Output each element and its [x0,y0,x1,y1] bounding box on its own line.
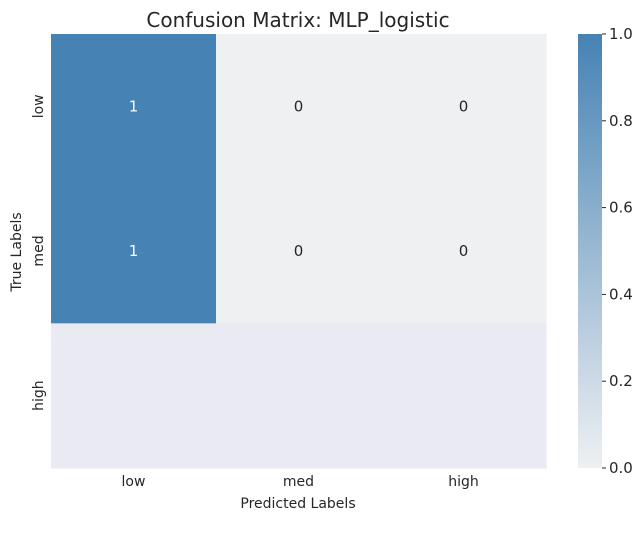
x-tick-label: low [122,474,146,490]
cell-value-label: 0 [294,97,304,115]
colorbar [578,34,602,468]
colorbar-tick-label: 0.8 [609,112,633,130]
y-tick-label: med [31,235,47,266]
chart-title: Confusion Matrix: MLP_logistic [146,8,449,32]
colorbar-tick-label: 1.0 [609,25,633,43]
heatmap-cell-labels: 1 0 0 1 0 0 [129,97,469,260]
heatmap-cell [381,34,547,180]
cell-value-label: 0 [294,242,304,260]
x-tick-label: high [448,474,479,490]
heatmap-cell [216,323,382,469]
heatmap-cell [216,178,382,324]
colorbar-tick-label: 0.6 [609,199,633,217]
colorbar-ticks: 0.0 0.2 0.4 0.6 0.8 1.0 [602,25,633,477]
heatmap-cell [381,178,547,324]
heatmap-cell [51,34,217,180]
x-tick-label: med [283,474,314,490]
cell-value-label: 1 [129,242,139,260]
heatmap-cell [216,34,382,180]
y-tick-label: low [31,94,47,118]
colorbar-tick-label: 0.0 [609,459,633,477]
x-axis-label: Predicted Labels [240,496,355,512]
x-axis-ticks: low med high [122,474,479,490]
y-tick-label: high [31,380,47,411]
cell-value-label: 1 [129,97,139,115]
colorbar-tick-label: 0.4 [609,285,633,303]
heatmap-cell [381,323,547,469]
heatmap-cell [51,323,217,469]
colorbar-tick-label: 0.2 [609,372,633,390]
y-axis-label: True Labels [9,212,25,292]
y-axis-ticks: low med high [31,94,47,411]
heatmap-cells [51,34,547,469]
cell-value-label: 0 [459,242,469,260]
heatmap-cell [51,178,217,324]
cell-value-label: 0 [459,97,469,115]
